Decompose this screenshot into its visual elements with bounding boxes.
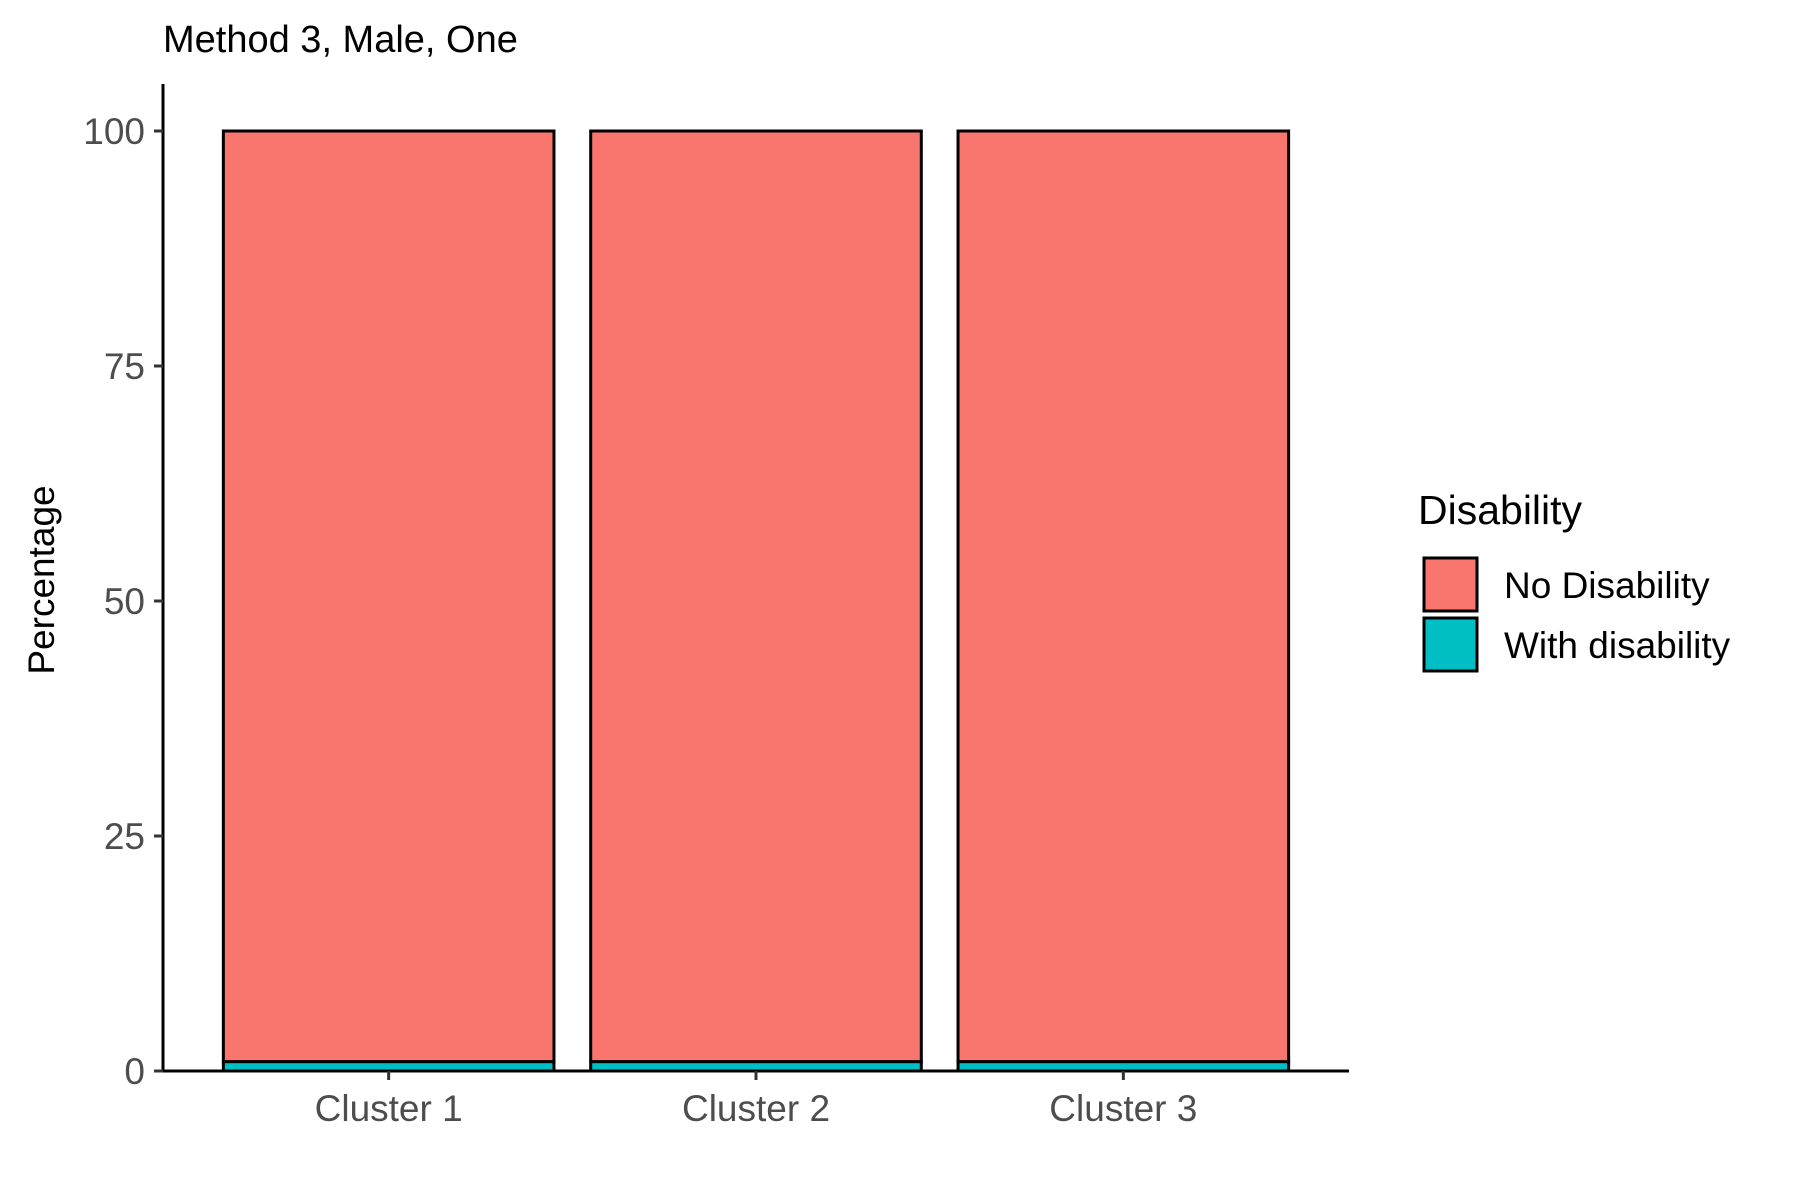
bar-2-series-2 bbox=[589, 129, 923, 1064]
bar-1-series-2 bbox=[221, 129, 556, 1064]
bars-layer bbox=[221, 129, 1291, 1073]
legend-entries: No Disability With disability bbox=[1422, 556, 1731, 673]
bar-3-series-2 bbox=[956, 129, 1291, 1064]
legend-key-2 bbox=[1422, 616, 1479, 673]
x-tick-label: Cluster 2 bbox=[682, 1088, 830, 1129]
x-ticks-layer: Cluster 1 Cluster 2 Cluster 3 bbox=[315, 1071, 1197, 1129]
legend-key-1 bbox=[1422, 556, 1479, 613]
chart-title: Method 3, Male, One bbox=[163, 19, 518, 61]
y-ticks-layer: 0 25 50 75 100 bbox=[83, 111, 163, 1092]
legend-label-1: No Disability bbox=[1504, 565, 1710, 606]
y-tick-label: 50 bbox=[104, 581, 145, 622]
legend-title: Disability bbox=[1418, 487, 1583, 533]
x-tick-label: Cluster 1 bbox=[315, 1088, 463, 1129]
legend: Disability No Disability With disability bbox=[1418, 487, 1731, 673]
y-axis-title: Percentage bbox=[21, 485, 62, 674]
y-tick-label: 0 bbox=[124, 1051, 145, 1092]
y-tick-label: 100 bbox=[83, 111, 145, 152]
legend-label-2: With disability bbox=[1504, 625, 1731, 666]
x-tick-label: Cluster 3 bbox=[1049, 1088, 1197, 1129]
y-tick-label: 25 bbox=[104, 816, 145, 857]
y-tick-label: 75 bbox=[104, 346, 145, 387]
